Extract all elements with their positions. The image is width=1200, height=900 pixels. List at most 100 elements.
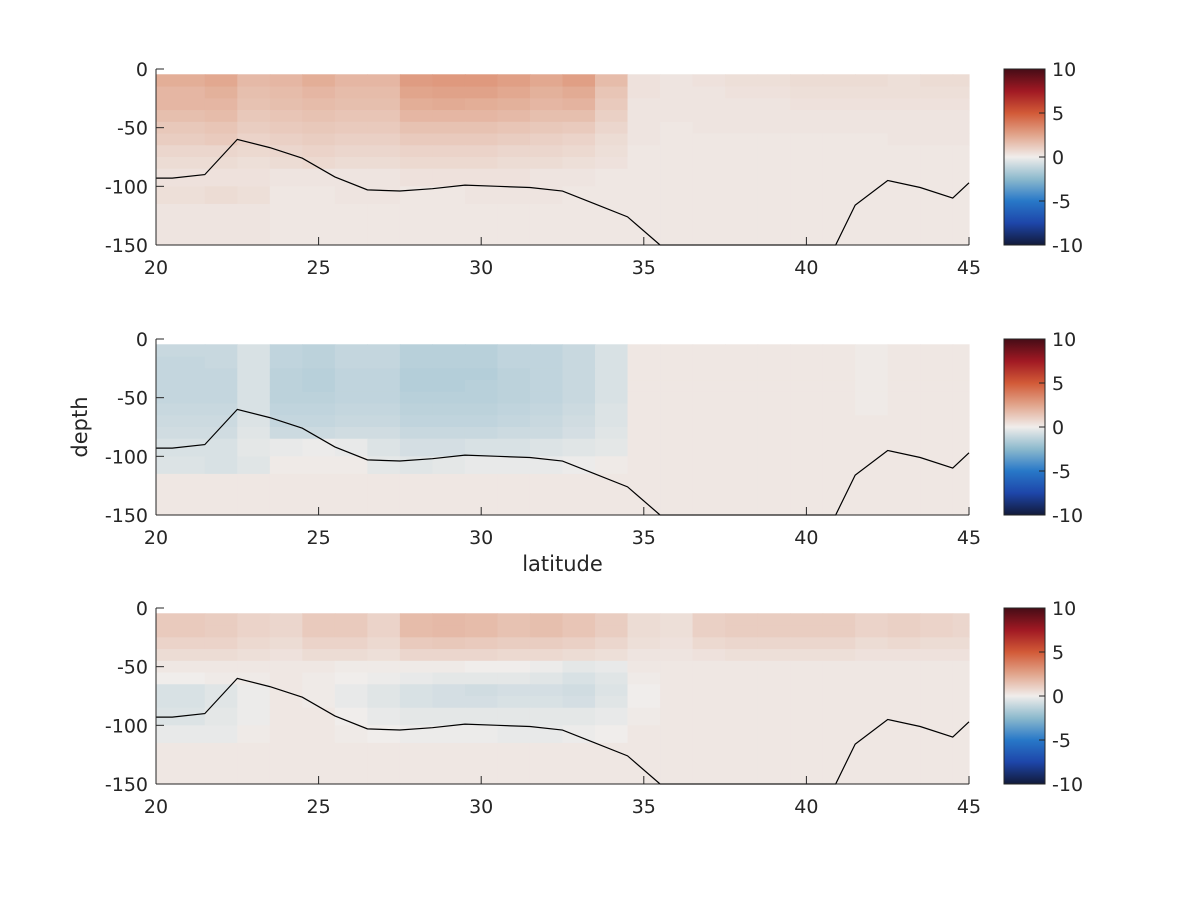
- heatmap-cell: [855, 168, 889, 187]
- heatmap-cell: [822, 86, 856, 99]
- heatmap-cell: [269, 98, 303, 111]
- heatmap-cell: [156, 427, 206, 440]
- heatmap-cell: [497, 157, 531, 170]
- heatmap-cell: [399, 344, 434, 358]
- heatmap-cell: [692, 456, 726, 475]
- heatmap-cell: [204, 742, 238, 785]
- heatmap-cell: [529, 660, 564, 674]
- heatmap-cell: [920, 356, 954, 369]
- heatmap-cell: [920, 707, 954, 726]
- heatmap-cell: [595, 649, 629, 662]
- heatmap-cell: [595, 110, 629, 123]
- heatmap-cell: [302, 133, 336, 146]
- heatmap-cell: [269, 725, 303, 744]
- heatmap-cell: [464, 438, 499, 457]
- heatmap-cell: [725, 403, 759, 416]
- heatmap-cell: [822, 74, 856, 88]
- heatmap-cell: [660, 637, 694, 650]
- heatmap-cell: [156, 133, 206, 146]
- heatmap-cell: [822, 168, 856, 187]
- heatmap-cell: [204, 133, 238, 146]
- heatmap-cell: [204, 625, 238, 638]
- heatmap-cell: [432, 98, 466, 111]
- heatmap-cell: [204, 168, 238, 187]
- heatmap-cell: [660, 368, 694, 381]
- heatmap-cell: [367, 186, 401, 205]
- heatmap-cell: [887, 110, 921, 123]
- heatmap-cell: [399, 74, 434, 88]
- x-tick-label: 40: [794, 527, 818, 549]
- heatmap-cell: [204, 427, 238, 440]
- heatmap-cell: [367, 649, 401, 662]
- heatmap-cell: [497, 684, 531, 697]
- heatmap-cell: [855, 660, 889, 674]
- heatmap-cell: [367, 456, 401, 475]
- heatmap-cell: [562, 391, 596, 405]
- heatmap-cell: [464, 344, 499, 358]
- heatmap-cell: [367, 110, 401, 123]
- heatmap-cell: [595, 98, 629, 111]
- heatmap-cell: [627, 121, 661, 135]
- heatmap-cell: [464, 145, 499, 158]
- heatmap-cell: [855, 725, 889, 744]
- heatmap-cell: [302, 637, 336, 650]
- heatmap-cell: [237, 696, 271, 709]
- heatmap-cell: [855, 403, 889, 416]
- heatmap-cell: [887, 725, 921, 744]
- heatmap-cell: [497, 145, 531, 158]
- x-tick-label: 25: [307, 257, 331, 279]
- heatmap-cell: [399, 649, 434, 662]
- heatmap-cell: [627, 157, 661, 170]
- heatmap-cell: [757, 625, 791, 638]
- heatmap-cell: [790, 356, 824, 369]
- heatmap-cell: [627, 86, 661, 99]
- heatmap-cell: [660, 391, 694, 405]
- heatmap-cell: [334, 725, 368, 744]
- heatmap-cell: [204, 660, 238, 674]
- heatmap-cell: [562, 145, 596, 158]
- heatmap-cell: [156, 625, 206, 638]
- heatmap-cell: [790, 672, 824, 685]
- heatmap-cell: [660, 456, 694, 475]
- heatmap-cell: [855, 391, 889, 405]
- heatmap-cell: [855, 625, 889, 638]
- heatmap-cell: [920, 427, 954, 440]
- heatmap-cell: [529, 403, 564, 416]
- y-tick-label: -150: [105, 505, 148, 527]
- heatmap-cell: [399, 427, 434, 440]
- heatmap-cell: [822, 672, 856, 685]
- heatmap-cell: [156, 415, 206, 428]
- heatmap-cell: [627, 368, 661, 381]
- heatmap-cell: [627, 707, 661, 726]
- heatmap-cell: [237, 637, 271, 650]
- heatmap-cell: [725, 98, 759, 111]
- heatmap-cell: [334, 98, 368, 111]
- heatmap-cell: [562, 74, 596, 88]
- heatmap-cell: [269, 403, 303, 416]
- heatmap-cell: [156, 344, 206, 358]
- colorbar: 10 5 0 -5 -10: [1003, 329, 1083, 527]
- heatmap-cell: [399, 133, 434, 146]
- x-tick-label: 35: [632, 257, 656, 279]
- heatmap-cell: [920, 74, 954, 88]
- heatmap-cell: [269, 391, 303, 405]
- heatmap-cell: [237, 672, 271, 685]
- heatmap-cell: [269, 696, 303, 709]
- heatmap-cell: [497, 438, 531, 457]
- heatmap-cell: [757, 473, 791, 516]
- heatmap-cell: [692, 473, 726, 516]
- heatmap-cell: [855, 203, 889, 246]
- heatmap-cell: [529, 456, 564, 475]
- heatmap-cell: [334, 427, 368, 440]
- heatmap-cell: [952, 649, 970, 662]
- colorbar-tick-label: 0: [1052, 686, 1064, 708]
- y-tick-label: -150: [105, 774, 148, 796]
- heatmap-cell: [855, 672, 889, 685]
- heatmap-cell: [432, 74, 466, 88]
- heatmap-cell: [399, 438, 434, 457]
- heatmap-cell: [432, 403, 466, 416]
- heatmap-cell: [156, 145, 206, 158]
- panel-3: 20 25 30 35 40 45 0 -50 -100 -150 10 5 0 -5 -10: [105, 598, 1083, 818]
- heatmap-cell: [660, 74, 694, 88]
- heatmap-cell: [399, 380, 434, 393]
